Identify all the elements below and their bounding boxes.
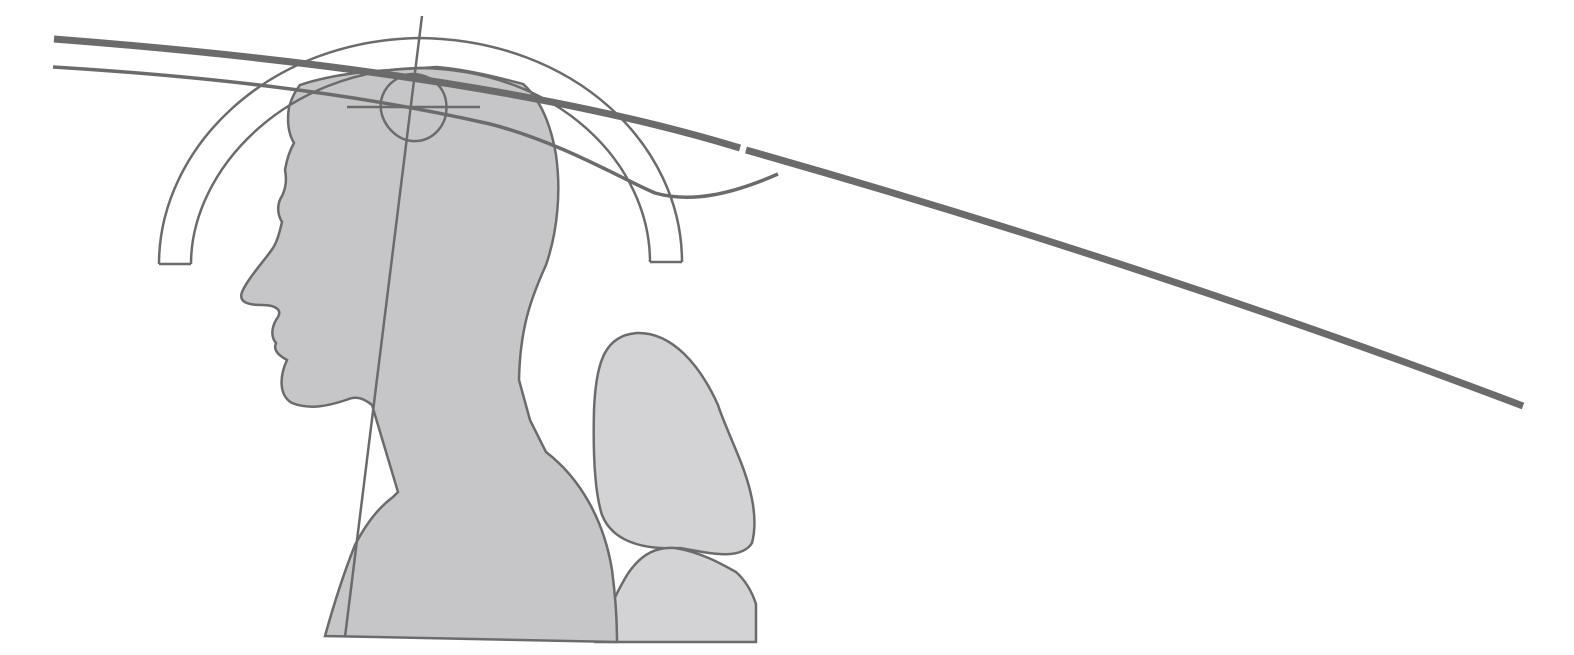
seat-headrest	[592, 331, 758, 644]
headliner-contour	[52, 65, 779, 199]
head-center-circle	[379, 72, 448, 143]
roof-line-rear	[745, 146, 1525, 410]
head-torso-shape	[239, 65, 619, 644]
clearance-arc-inner	[189, 66, 652, 265]
roof-line	[53, 35, 1525, 410]
headrest-shape	[592, 331, 756, 556]
roof-line-front	[53, 35, 742, 152]
occupant-silhouette	[239, 65, 619, 644]
seat-back-shape	[594, 546, 758, 644]
torso-reference-line	[343, 15, 424, 638]
